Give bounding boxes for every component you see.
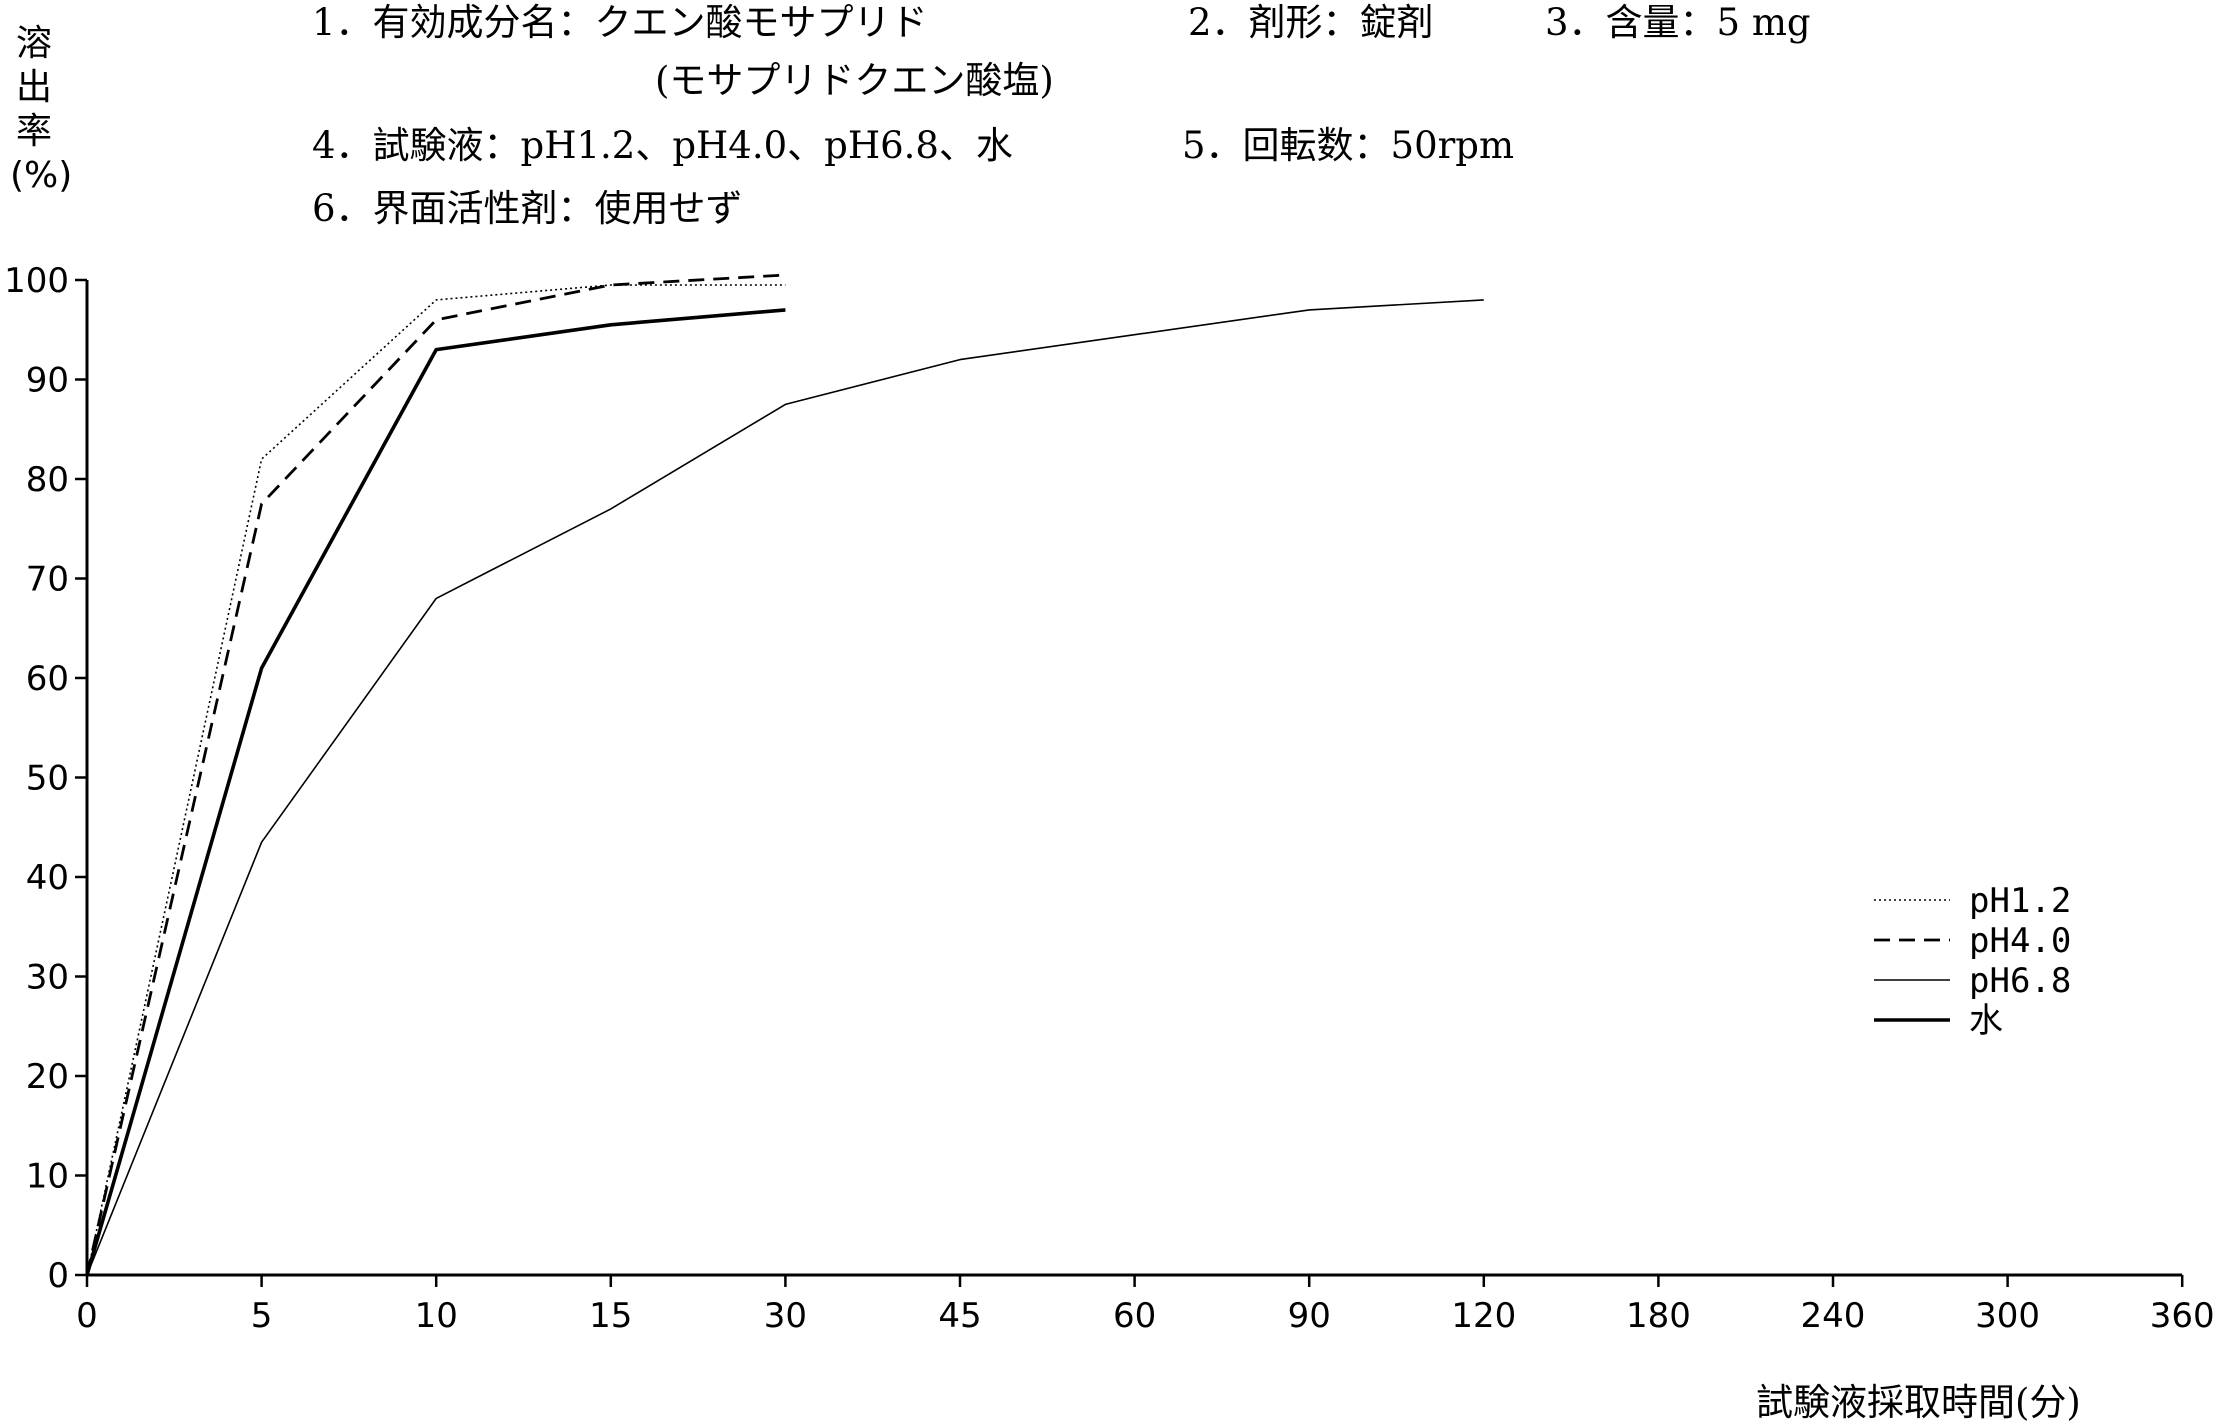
y-axis-label-char: 率 bbox=[15, 111, 52, 152]
y-axis-label-char: 溶 bbox=[15, 23, 52, 64]
y-tick-label: 50 bbox=[26, 759, 69, 799]
header-item-3: 3．含量：5 mg bbox=[1545, 1, 1811, 44]
x-tick-label: 240 bbox=[1801, 1296, 1866, 1336]
header-item-6: 6．界面活性剤：使用せず bbox=[312, 187, 743, 230]
x-tick-label: 300 bbox=[1975, 1296, 2040, 1336]
series-line-pH1.2 bbox=[86, 284, 786, 1276]
header-item-4: 4．試験液：pH1.2、pH4.0、pH6.8、水 bbox=[312, 124, 1013, 167]
x-tick-label: 15 bbox=[589, 1296, 632, 1336]
header-line-2: (モサプリドクエン酸塩) bbox=[655, 59, 1054, 102]
x-tick-label: 90 bbox=[1288, 1296, 1331, 1336]
y-tick-label: 10 bbox=[26, 1157, 69, 1197]
y-tick-label: 100 bbox=[4, 261, 69, 301]
x-tick-label: 0 bbox=[76, 1296, 98, 1336]
legend-label: pH1.2 bbox=[1969, 881, 2071, 921]
x-tick-label: 60 bbox=[1113, 1296, 1156, 1336]
header-item-5: 5．回転数：50rpm bbox=[1182, 124, 1515, 167]
x-tick-label: 5 bbox=[251, 1296, 273, 1336]
y-tick-label: 30 bbox=[26, 958, 69, 998]
y-tick-label: 80 bbox=[26, 460, 69, 500]
x-tick-label: 120 bbox=[1451, 1296, 1516, 1336]
y-axis-label-char: 出 bbox=[15, 67, 52, 108]
x-tick-label: 45 bbox=[938, 1296, 981, 1336]
y-tick-label: 20 bbox=[26, 1057, 69, 1097]
x-tick-label: 30 bbox=[764, 1296, 807, 1336]
x-tick-label: 360 bbox=[2150, 1296, 2215, 1336]
legend-label: pH6.8 bbox=[1969, 961, 2071, 1001]
series-line-pH4.0 bbox=[85, 273, 786, 1276]
x-tick-label: 180 bbox=[1626, 1296, 1691, 1336]
y-tick-label: 60 bbox=[26, 659, 69, 699]
y-tick-label: 90 bbox=[26, 361, 69, 401]
series-line-水 bbox=[85, 308, 786, 1276]
header-item-1: 1．有効成分名：クエン酸モサプリド bbox=[312, 1, 928, 44]
header-item-2: 2．剤形：錠剤 bbox=[1188, 1, 1434, 44]
series-line-pH6.8 bbox=[86, 299, 1484, 1276]
legend-label: pH4.0 bbox=[1969, 921, 2071, 961]
y-tick-label: 0 bbox=[47, 1256, 69, 1296]
legend-label: 水 bbox=[1969, 1001, 2003, 1041]
x-tick-label: 10 bbox=[415, 1296, 458, 1336]
y-tick-label: 70 bbox=[26, 560, 69, 600]
y-tick-label: 40 bbox=[26, 858, 69, 898]
